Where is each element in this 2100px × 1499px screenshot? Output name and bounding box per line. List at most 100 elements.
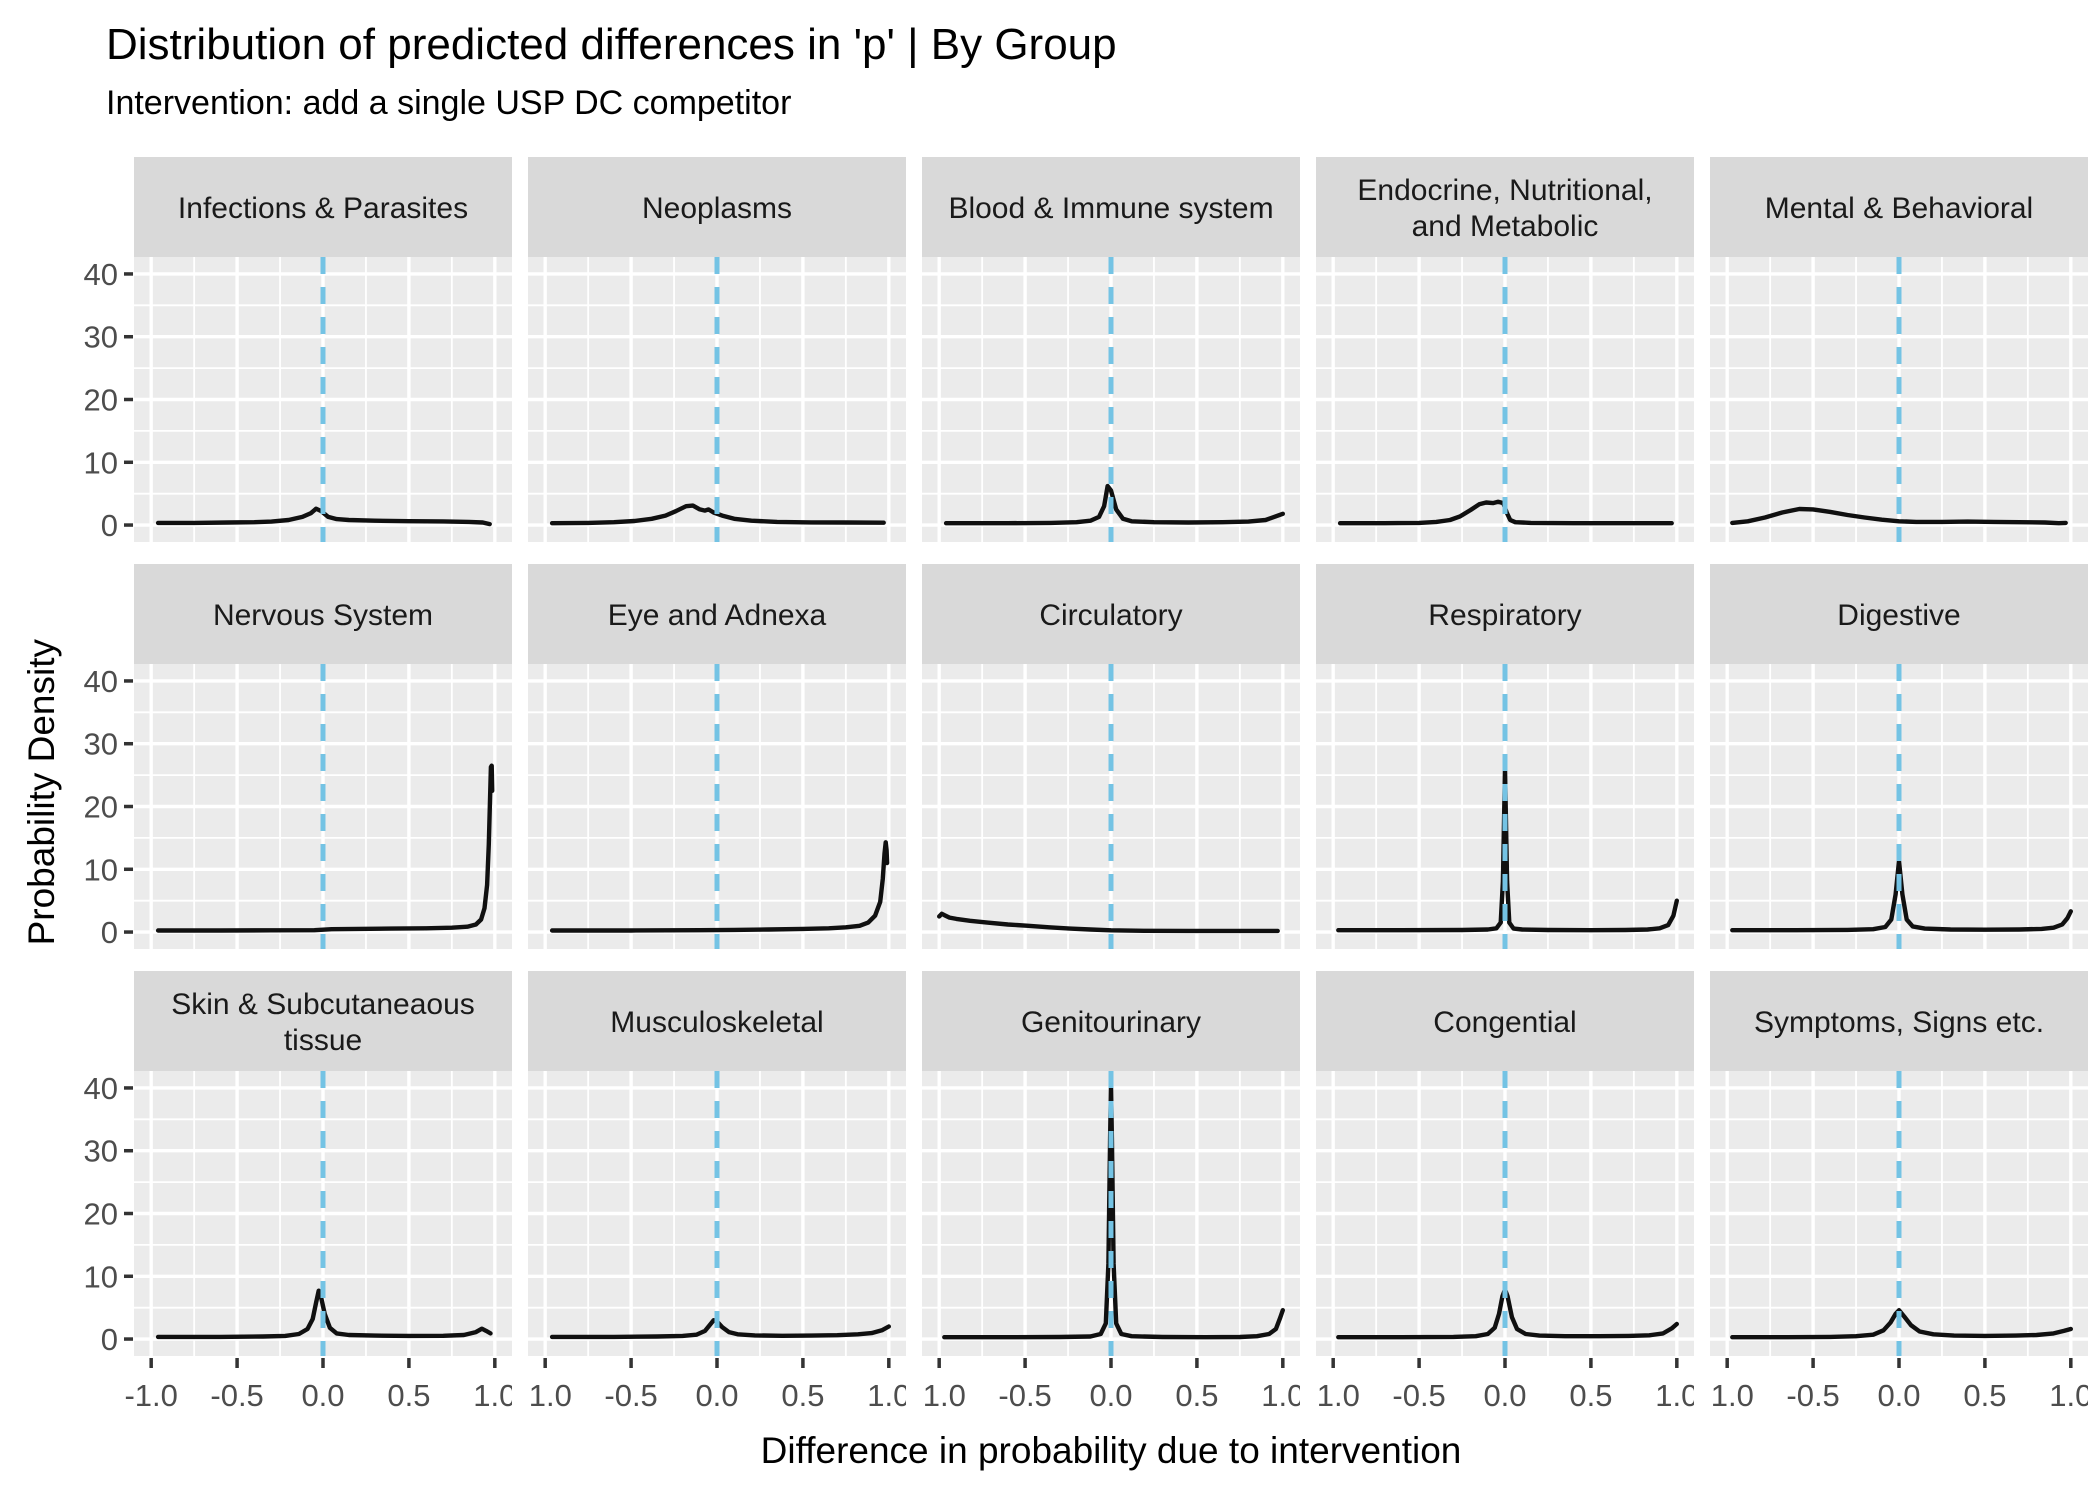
facet-strip-label: Infections & Parasites [178, 192, 468, 225]
density-curve [155, 1288, 493, 1340]
x-tick-label: -0.5 [1786, 1378, 1839, 1413]
y-tick-label: 10 [84, 445, 118, 480]
facet-strip [1710, 564, 2088, 664]
facet-strip-label: Respiratory [1428, 599, 1581, 632]
facet-strip [134, 157, 512, 257]
density-curve [1730, 506, 2068, 526]
facet: Infections & Parasites 0 10 20 30 40 [84, 157, 512, 542]
x-tick-label: -0.5 [1392, 1378, 1445, 1413]
density-curve [1730, 858, 2073, 933]
facet-strip-label: Neoplasms [642, 192, 792, 225]
facet-strip-label: Symptoms, Signs etc. [1754, 1006, 2044, 1039]
x-tick-label: 1.0 [867, 1378, 906, 1413]
y-tick-label: 30 [84, 727, 118, 762]
y-axis-title-gutter: Probability Density [14, 157, 70, 1428]
facet: Blood & Immune system [922, 157, 1300, 542]
facet-strip [528, 157, 906, 257]
facet-strip [922, 971, 1300, 1071]
density-curve [549, 1318, 891, 1340]
facet-strip [528, 971, 906, 1071]
facet-strip [1710, 971, 2088, 1071]
x-tick-label: -1.0 [1316, 1378, 1360, 1413]
density-curve [942, 1083, 1285, 1340]
facet: Symptoms, Signs etc. -1.0 -0.5 0.0 0.5 1.0 [1710, 971, 2088, 1413]
y-axis-title: Probability Density [21, 639, 62, 946]
x-axis-title: Difference in probability due to interve… [760, 1430, 1462, 1471]
facet-strip-label: Musculoskeletal [610, 1006, 823, 1039]
facet-strip [528, 564, 906, 664]
x-tick-label: -0.5 [998, 1378, 1051, 1413]
x-tick-label: -1.0 [1710, 1378, 1754, 1413]
facet-strip-label: Nervous System [213, 599, 433, 632]
density-curve [943, 483, 1285, 526]
facet-strip-label: Skin & Subcutaneaous [171, 988, 475, 1021]
x-tick-label: -1.0 [528, 1378, 572, 1413]
facet: Respiratory [1316, 564, 1694, 949]
x-tick-label: -1.0 [124, 1378, 177, 1413]
y-tick-label: 40 [84, 664, 118, 699]
facet: Circulatory [922, 564, 1300, 949]
x-tick-label: 1.0 [473, 1378, 512, 1413]
y-tick-label: 20 [84, 383, 118, 418]
chart-subtitle: Intervention: add a single USP DC compet… [106, 84, 792, 122]
density-curve [549, 840, 890, 933]
facet-strip-label: Congential [1433, 1006, 1576, 1039]
facet-strip-label: tissue [284, 1024, 362, 1057]
facet-strip [1316, 971, 1694, 1071]
x-tick-label: 0.0 [1483, 1378, 1526, 1413]
x-tick-label: 0.0 [1877, 1378, 1920, 1413]
y-tick-label: 20 [84, 1197, 118, 1232]
facet-strip [1316, 157, 1694, 257]
density-curve [1336, 1287, 1679, 1340]
x-tick-label: 0.5 [1569, 1378, 1612, 1413]
facet-strip [922, 564, 1300, 664]
facet-strip-label: Mental & Behavioral [1765, 192, 2033, 225]
chart-title: Distribution of predicted differences in… [106, 20, 1117, 69]
facet-strip-label: Digestive [1837, 599, 1960, 632]
x-tick-label: 0.5 [1175, 1378, 1218, 1413]
facet-strip-label: Blood & Immune system [948, 192, 1273, 225]
facet: Endocrine, Nutritional,and Metabolic [1316, 157, 1694, 542]
x-tick-label: 0.5 [781, 1378, 824, 1413]
y-tick-label: 40 [84, 257, 118, 292]
facet-strip-label: Endocrine, Nutritional, [1357, 174, 1652, 207]
x-tick-label: 0.0 [695, 1378, 738, 1413]
facet-strip-label: Eye and Adnexa [608, 599, 827, 632]
density-curve [1337, 499, 1674, 526]
facet: Nervous System 0 10 20 30 40 [84, 564, 512, 949]
facet-strip-label: and Metabolic [1412, 210, 1599, 243]
density-curve [1336, 766, 1679, 933]
density-curve [937, 911, 1280, 934]
facet-grid: Infections & Parasites 0 10 20 30 40 Neoplasms… [70, 157, 2088, 1428]
facet: Digestive [1710, 564, 2088, 949]
x-tick-label: 0.0 [1089, 1378, 1132, 1413]
density-curve [549, 503, 886, 526]
x-tick-label: 0.5 [1963, 1378, 2006, 1413]
facet-strip [922, 157, 1300, 257]
facet: Musculoskeletal -1.0 -0.5 0.0 0.5 1.0 [528, 971, 906, 1413]
density-curve [1730, 1308, 2073, 1340]
facet-strip [134, 564, 512, 664]
facet-strip [1710, 157, 2088, 257]
x-tick-label: 1.0 [1261, 1378, 1300, 1413]
y-tick-label: 30 [84, 1134, 118, 1169]
y-tick-label: 0 [101, 508, 118, 542]
facet-strip [134, 971, 512, 1071]
y-tick-label: 10 [84, 1259, 118, 1294]
x-tick-label: -1.0 [922, 1378, 966, 1413]
facet-strip-label: Circulatory [1039, 599, 1182, 632]
x-tick-label: -0.5 [210, 1378, 263, 1413]
y-tick-label: 0 [101, 1322, 118, 1357]
density-curve [155, 763, 495, 933]
x-tick-label: 1.0 [1655, 1378, 1694, 1413]
plot-header: Distribution of predicted differences in… [14, 20, 2088, 123]
x-tick-label: 0.0 [301, 1378, 344, 1413]
facet: Genitourinary -1.0 -0.5 0.0 0.5 1.0 [922, 971, 1300, 1413]
y-tick-label: 0 [101, 915, 118, 949]
facet: Congential -1.0 -0.5 0.0 0.5 1.0 [1316, 971, 1694, 1413]
x-tick-label: 0.5 [387, 1378, 430, 1413]
y-tick-label: 30 [84, 320, 118, 355]
plot-body: Probability Density Infections & Parasit… [14, 157, 2088, 1428]
